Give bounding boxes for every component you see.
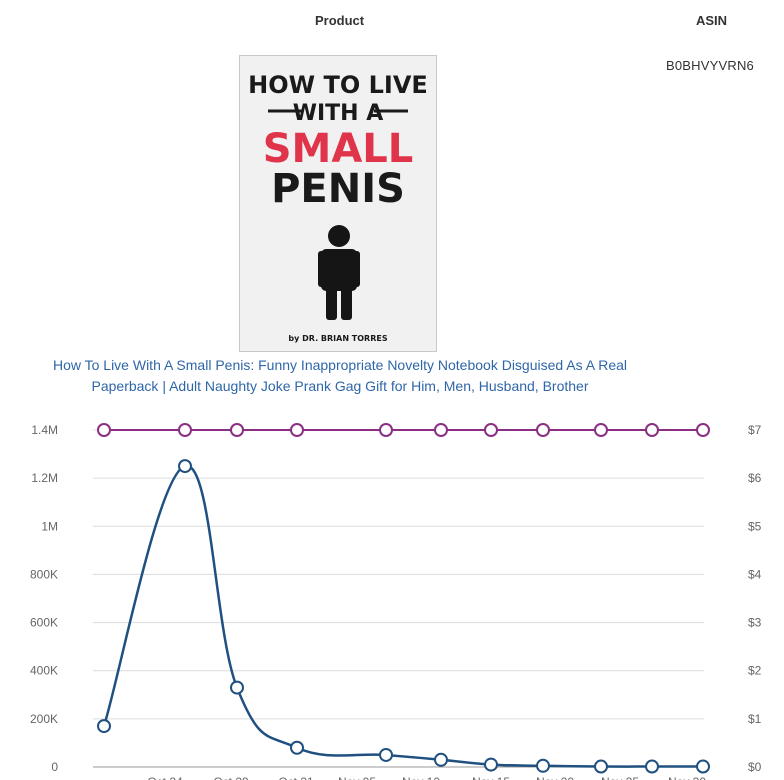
x-tick-label: Oct 31 (278, 775, 314, 780)
cover-line-2: WITH A (293, 101, 384, 126)
price-point (379, 423, 393, 437)
sales-rank-point (536, 758, 550, 773)
sales-rank-point (645, 759, 659, 774)
y-left-tick-label: 0 (51, 760, 58, 774)
sales-rank-point (434, 752, 448, 767)
y-left-tick-label: 200K (30, 712, 58, 726)
sales-rank-point (97, 719, 111, 734)
price-point (484, 423, 498, 437)
cover-author: by DR. BRIAN TORRES (288, 334, 387, 343)
book-cover: HOW TO LIVE WITH A SMALL PENIS by DR. BR… (248, 71, 428, 343)
x-tick-label: Oct 29 (213, 775, 249, 780)
y-left-tick-label: 400K (30, 664, 58, 678)
sales-rank-point (696, 759, 710, 774)
price-point (536, 423, 550, 437)
y-left-tick-label: 1.2M (31, 471, 58, 485)
sales-rank-price-chart: 0 $0 200K $1 400K $2 600K $3 800K $4 1M $5 1.2M $6 1.4… (30, 423, 762, 780)
product-title-link[interactable]: How To Live With A Small Penis: Funny In… (52, 357, 628, 394)
price-point (434, 423, 448, 437)
sales-rank-point (594, 759, 608, 774)
price-point (594, 423, 608, 437)
price-point (696, 423, 710, 437)
sales-rank-point (230, 680, 244, 695)
y-right-tick-label: $6 (748, 471, 762, 485)
y-right-tick-label: $1 (748, 712, 762, 726)
y-right-tick-label: $4 (748, 567, 762, 581)
person-figure-icon (318, 225, 360, 320)
column-header-asin: ASIN (696, 13, 728, 28)
y-left-tick-label: 600K (30, 616, 58, 630)
x-tick-label: Nov 10 (402, 775, 440, 780)
y-left-tick-label: 800K (30, 567, 58, 581)
y-right-tick-label: $5 (748, 519, 762, 533)
x-tick-label: Nov 05 (338, 775, 376, 780)
cover-line-3: SMALL (263, 126, 414, 172)
price-point (97, 423, 111, 437)
sales-rank-point (484, 757, 498, 772)
y-right-tick-label: $3 (748, 616, 762, 630)
x-tick-label: Nov 20 (536, 775, 574, 780)
y-left-tick-label: 1M (41, 519, 58, 533)
price-point (290, 423, 304, 437)
price-point (645, 423, 659, 437)
y-right-tick-label: $7 (748, 423, 762, 437)
cover-line-1: HOW TO LIVE (248, 71, 428, 99)
sales-rank-point (379, 747, 393, 762)
sales-rank-point (178, 459, 192, 474)
asin-value: B0BHVYVRN6 (666, 58, 754, 73)
cover-line-4: PENIS (271, 166, 405, 212)
x-tick-label: Nov 25 (601, 775, 639, 780)
price-point (230, 423, 244, 437)
sales-rank-line (102, 464, 703, 768)
product-cover-image[interactable]: HOW TO LIVE WITH A SMALL PENIS by DR. BR… (239, 55, 437, 352)
column-header-product: Product (315, 13, 365, 28)
y-right-tick-label: $2 (748, 664, 762, 678)
x-tick-label: Oct 24 (147, 775, 183, 780)
price-point (178, 423, 192, 437)
x-tick-label: Nov 15 (472, 775, 510, 780)
sales-rank-point (290, 740, 304, 755)
y-right-tick-label: $0 (748, 760, 762, 774)
x-tick-label: Nov 30 (668, 775, 706, 780)
y-left-tick-label: 1.4M (31, 423, 58, 437)
